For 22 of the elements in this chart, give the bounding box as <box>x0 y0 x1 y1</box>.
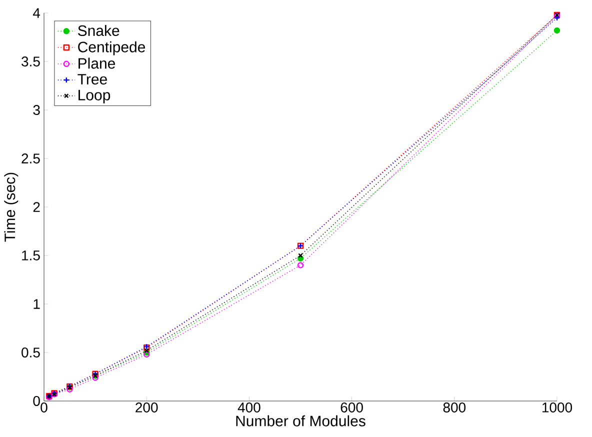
y-tick-label: 2.5 <box>22 154 40 164</box>
x-tick-label: 600 <box>340 402 363 412</box>
x-tick-label: 800 <box>443 402 466 412</box>
legend-label: Centipede <box>78 41 146 56</box>
legend-label: Loop <box>78 90 110 104</box>
y-tick-label: 3 <box>33 105 40 115</box>
legend-label: Tree <box>78 74 107 85</box>
x-tick-label: 400 <box>238 402 260 412</box>
y-tick-label: 2 <box>33 202 40 212</box>
y-tick-label: 0.5 <box>22 348 40 358</box>
x-axis-title: Number of Modules <box>236 415 366 426</box>
legend-label: Plane <box>78 58 116 69</box>
legend-label: Snake <box>78 24 120 36</box>
y-tick-label: 4 <box>32 8 40 18</box>
y-axis-title: Time (sec) <box>4 172 18 242</box>
x-tick-label: 1000 <box>542 402 572 412</box>
y-tick-label: 1.5 <box>22 250 40 260</box>
x-tick-label: 200 <box>136 402 158 412</box>
y-tick-label: 0 <box>33 396 40 406</box>
x-tick-label: 0 <box>40 402 48 412</box>
y-tick-label: 3.5 <box>22 56 40 66</box>
y-tick-label: 1 <box>34 299 40 309</box>
